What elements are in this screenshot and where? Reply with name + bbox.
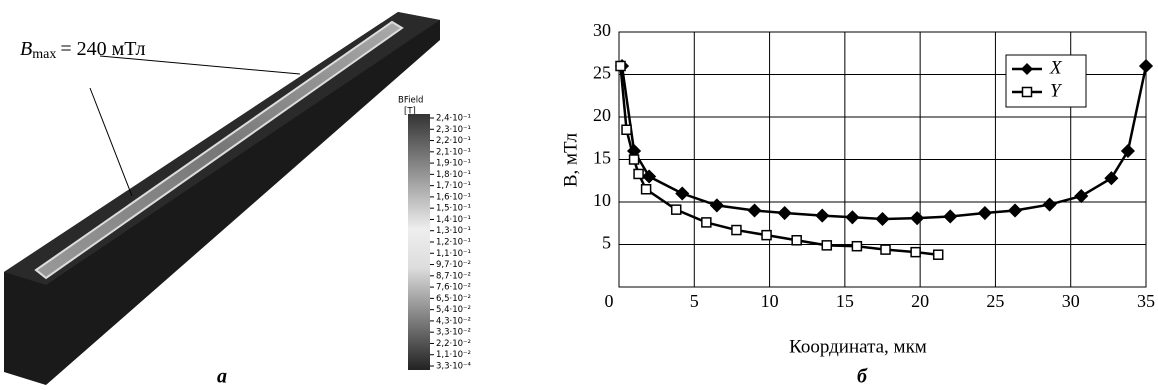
marker xyxy=(1105,172,1117,184)
colorbar-label: 1,8·10⁻¹ xyxy=(436,170,471,180)
marker xyxy=(779,207,791,219)
marker xyxy=(1075,190,1087,202)
colorbar-label: 5,4·10⁻² xyxy=(436,305,471,315)
marker xyxy=(732,226,741,235)
marker xyxy=(711,199,723,211)
marker xyxy=(616,62,625,71)
colorbar-label: 2,3·10⁻¹ xyxy=(436,125,471,135)
marker xyxy=(762,231,771,240)
colorbar-label: 1,1·10⁻¹ xyxy=(436,249,471,259)
legend-label: X xyxy=(1049,57,1063,78)
marker xyxy=(1122,145,1134,157)
colorbar-label: 1,9·10⁻¹ xyxy=(436,159,471,169)
colorbar xyxy=(408,114,430,370)
marker xyxy=(822,241,831,250)
legend-marker xyxy=(1023,88,1032,97)
marker xyxy=(846,211,858,223)
colorbar-label: 4,3·10⁻² xyxy=(436,316,471,326)
x-tick-label: 25 xyxy=(986,291,1004,311)
x-tick-label: 20 xyxy=(911,291,929,311)
marker xyxy=(792,236,801,245)
figure: Bmax= 240 мТл BField [T] 2,4·10⁻¹2,3·10⁻… xyxy=(0,0,1158,390)
annotation: Bmax = 240 мТл xyxy=(20,38,145,63)
annotation-line xyxy=(90,88,132,196)
x-tick-label: 15 xyxy=(836,291,854,311)
marker xyxy=(816,210,828,222)
marker xyxy=(944,210,956,222)
marker xyxy=(1140,60,1152,72)
annotation-symbol: B xyxy=(20,38,32,60)
marker xyxy=(702,218,711,227)
marker xyxy=(881,245,890,254)
colorbar-label: 1,6·10⁻¹ xyxy=(436,192,471,202)
colorbar-label: 1,1·10⁻² xyxy=(436,350,471,360)
colorbar-label: 3,3·10⁻² xyxy=(436,328,471,338)
colorbar-label: 2,4·10⁻¹ xyxy=(436,114,471,124)
marker xyxy=(911,212,923,224)
annotation-subscript: max xyxy=(32,47,56,62)
colorbar-label: 1,7·10⁻¹ xyxy=(436,181,471,191)
marker xyxy=(979,207,991,219)
marker xyxy=(630,155,639,164)
colorbar-label: 6,5·10⁻² xyxy=(436,294,471,304)
bar-render xyxy=(4,12,440,385)
colorbar-label: 3,3·10⁻⁴ xyxy=(436,362,472,372)
colorbar-label: 2,2·10⁻² xyxy=(436,339,471,349)
marker xyxy=(672,205,681,214)
y-tick-label: 30 xyxy=(593,20,611,40)
marker xyxy=(852,242,861,251)
x-tick-label: 5 xyxy=(690,291,699,311)
marker xyxy=(934,250,943,259)
colorbar-labels: 2,4·10⁻¹2,3·10⁻¹2,2·10⁻¹2,1·10⁻¹ 1,9·10⁻¹… xyxy=(430,114,472,372)
colorbar-label: 1,4·10⁻¹ xyxy=(436,215,471,225)
y-tick-label: 10 xyxy=(593,190,611,210)
colorbar-title: BField xyxy=(398,96,423,106)
colorbar-label: 1,5·10⁻¹ xyxy=(436,204,471,214)
colorbar-label: 7,6·10⁻² xyxy=(436,283,471,293)
panel-label: б xyxy=(857,366,868,388)
colorbar-label: 9,7·10⁻² xyxy=(436,260,471,270)
y-axis-label: B, мТл xyxy=(560,132,581,187)
y-tick-label: 25 xyxy=(593,63,611,83)
colorbar-label: 2,1·10⁻¹ xyxy=(436,147,471,157)
legend-box xyxy=(1006,55,1086,107)
x-tick-label: 30 xyxy=(1062,291,1080,311)
x-axis-label: Координата, мкм xyxy=(789,336,927,357)
marker xyxy=(643,171,655,183)
marker xyxy=(1044,199,1056,211)
y-tick-label: 5 xyxy=(602,233,611,253)
colorbar-label: 1,3·10⁻¹ xyxy=(436,226,471,236)
series-line xyxy=(621,66,939,255)
y-tick-label: 15 xyxy=(593,148,611,168)
panel-label: а xyxy=(217,366,227,388)
marker xyxy=(676,188,688,200)
marker xyxy=(622,125,631,134)
marker xyxy=(911,248,920,257)
marker xyxy=(634,169,643,178)
marker xyxy=(877,213,889,225)
x-tick-label: 0 xyxy=(605,291,614,311)
x-tick-label: 35 xyxy=(1137,291,1155,311)
marker xyxy=(749,205,761,217)
annotation-text: = 240 мТл xyxy=(60,38,145,60)
y-tick-label: 20 xyxy=(593,105,611,125)
colorbar-label: 1,2·10⁻¹ xyxy=(436,238,471,248)
colorbar-label: 2,2·10⁻¹ xyxy=(436,136,471,146)
colorbar-label: 8,7·10⁻² xyxy=(436,271,471,281)
x-tick-label: 10 xyxy=(761,291,779,311)
marker xyxy=(1009,205,1021,217)
marker xyxy=(642,185,651,194)
